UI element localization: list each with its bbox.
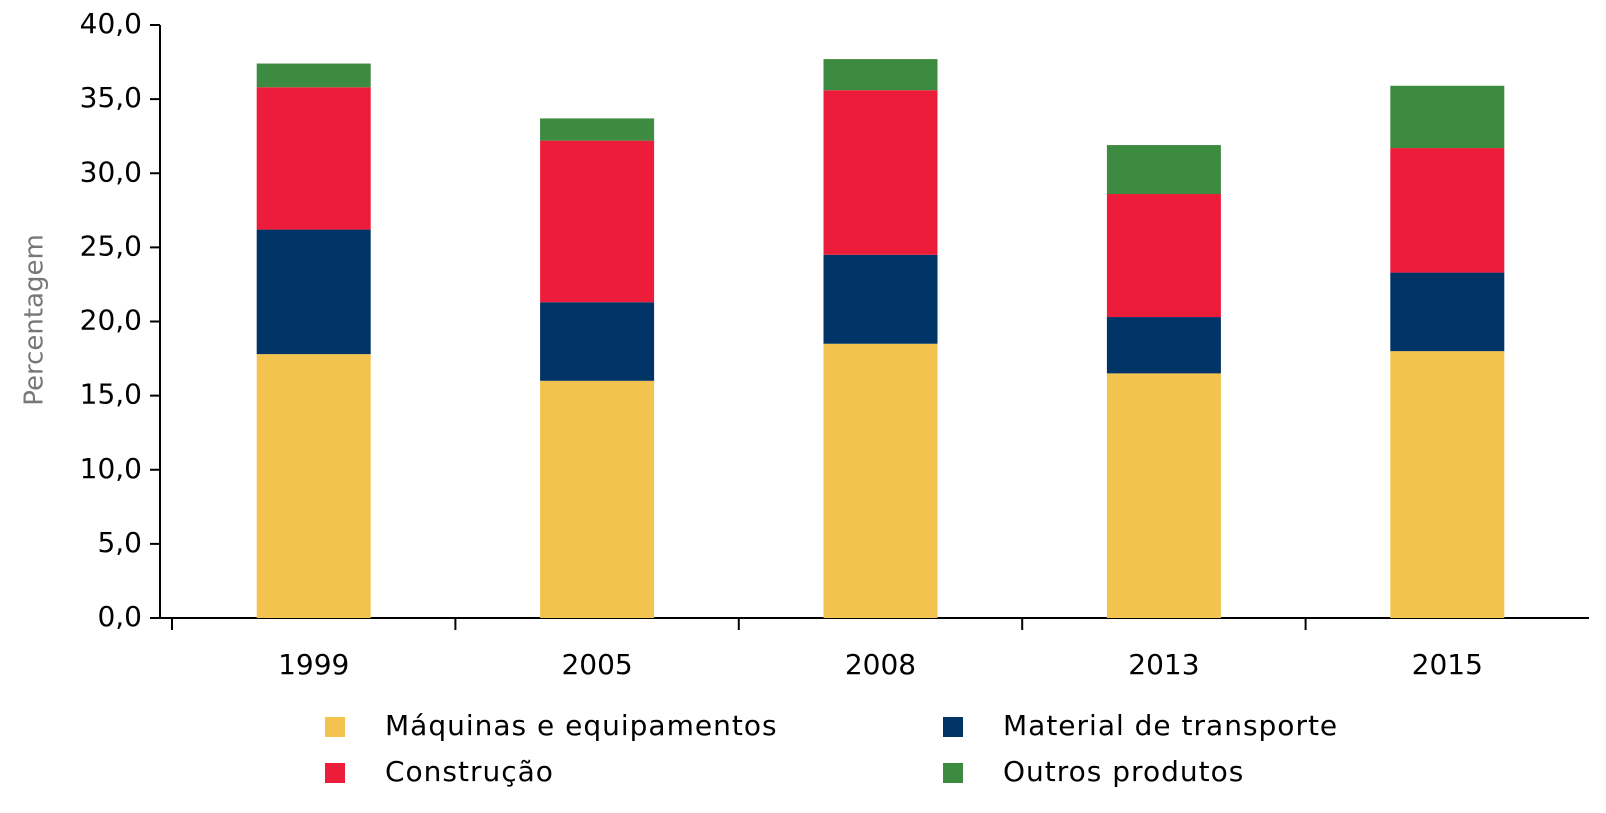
- bar-segment: [823, 90, 938, 255]
- y-tick-label: 10,0: [80, 452, 142, 485]
- bar-segment: [823, 59, 938, 91]
- bar-segment: [256, 354, 371, 618]
- y-tick-label: 20,0: [80, 304, 142, 337]
- bar-segment: [1106, 373, 1221, 618]
- x-tick-label: 2005: [561, 648, 632, 681]
- bar-segment: [1390, 148, 1505, 273]
- bar-segment: [823, 254, 938, 344]
- bar-segment: [540, 302, 655, 381]
- legend-label: Construção: [385, 755, 554, 788]
- legend-label: Material de transporte: [1003, 709, 1338, 742]
- x-tick-label: 2008: [845, 648, 916, 681]
- y-tick-label: 15,0: [80, 378, 142, 411]
- x-tick-label: 2015: [1412, 648, 1483, 681]
- bar-segment: [823, 343, 938, 618]
- x-tick-label: 2013: [1128, 648, 1199, 681]
- bar-segment: [540, 380, 655, 618]
- bar-segment: [256, 87, 371, 230]
- legend-swatch: [943, 717, 963, 737]
- bar-segment: [256, 229, 371, 355]
- bar-segment: [1390, 351, 1505, 618]
- bar-segment: [1390, 272, 1505, 352]
- bar-segment: [256, 63, 371, 88]
- bar-segment: [540, 140, 655, 303]
- y-tick-label: 40,0: [80, 7, 142, 40]
- bar-segment: [1106, 145, 1221, 195]
- bar-segment: [540, 118, 655, 141]
- legend-label: Máquinas e equipamentos: [385, 709, 778, 742]
- x-tick-label: 1999: [278, 648, 349, 681]
- y-tick-label: 25,0: [80, 229, 142, 262]
- y-tick-label: 0,0: [97, 600, 142, 633]
- y-axis-label: Percentagem: [20, 234, 50, 406]
- y-tick-label: 35,0: [80, 81, 142, 114]
- bar-segment: [1106, 194, 1221, 318]
- legend-label: Outros produtos: [1003, 755, 1244, 788]
- y-tick-label: 5,0: [97, 526, 142, 559]
- legend-swatch: [325, 763, 345, 783]
- legend-swatch: [943, 763, 963, 783]
- legend-swatch: [325, 717, 345, 737]
- bar-segment: [1390, 85, 1505, 149]
- y-tick-label: 30,0: [80, 155, 142, 188]
- bar-segment: [1106, 317, 1221, 374]
